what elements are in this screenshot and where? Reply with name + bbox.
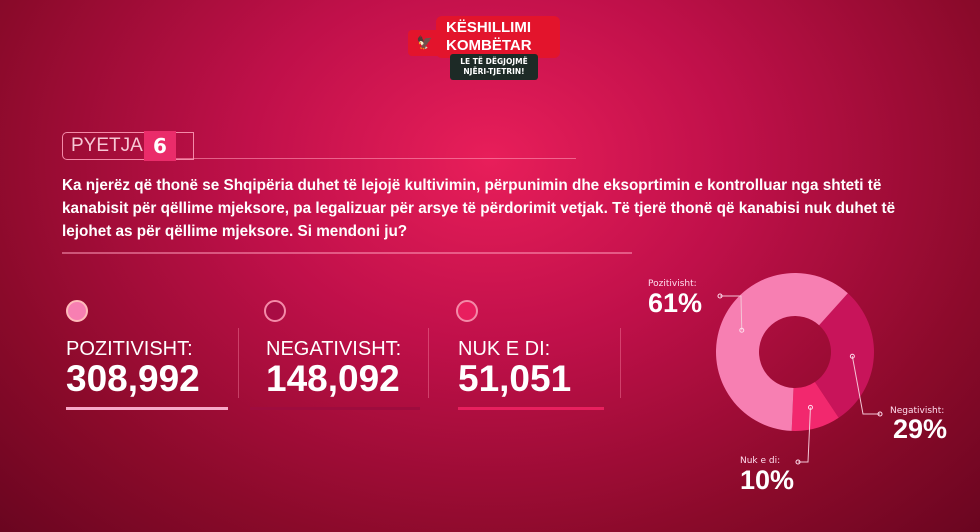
unknown-dot-icon (456, 300, 478, 322)
value-negative: 29% (893, 414, 948, 444)
stat-label: POZITIVISHT: (66, 338, 193, 360)
positive-dot-icon (66, 300, 88, 322)
logo: 🦅 KËSHILLIMI KOMBËTAR LE TË DËGJOJMË NJËRI… (408, 16, 560, 80)
leader-dot (807, 404, 813, 410)
logo-subtitle-line1: LE TË DËGJOJMË (460, 57, 528, 66)
logo-title-line1: KËSHILLIMI (446, 19, 531, 36)
stat-value: 148,092 (266, 358, 400, 399)
question-number: 6 (144, 131, 176, 161)
leader-dot (877, 411, 883, 417)
stat-label: NEGATIVISHT: (266, 338, 402, 360)
stat-label: NUK E DI: (458, 338, 551, 360)
label-unknown: Nuk e di: (740, 456, 781, 466)
leader-line (851, 356, 880, 415)
label-positive: Pozitivisht: (648, 279, 697, 289)
donut-slice-positive (716, 273, 848, 431)
donut-slice-unknown (791, 381, 839, 431)
question-text: Ka njerëz që thonë se Shqipëria duhet të… (62, 177, 896, 240)
leader-line (720, 295, 743, 331)
leader-line (798, 407, 811, 463)
underline (458, 407, 604, 410)
logo-title-line2: KOMBËTAR (446, 37, 532, 54)
stat-value: 51,051 (458, 358, 572, 399)
logo-title: KËSHILLIMI KOMBËTAR (436, 16, 560, 58)
divider (238, 328, 239, 398)
divider (620, 328, 621, 398)
donut-slice-negative (814, 293, 875, 418)
underline (250, 407, 420, 410)
leader-dot (795, 459, 801, 465)
stat-value: 308,992 (66, 358, 200, 399)
leader-dot (849, 353, 855, 359)
label-negative: Negativisht: (890, 406, 945, 416)
value-positive: 61% (648, 288, 703, 318)
divider (428, 328, 429, 398)
divider (62, 252, 632, 254)
logo-subtitle-line2: NJËRI-TJETRIN! (463, 67, 525, 76)
divider (176, 158, 576, 159)
value-unknown: 10% (740, 465, 795, 495)
question-tag: PYETJA (62, 132, 194, 160)
leader-dot (717, 293, 723, 299)
underline (66, 407, 228, 410)
logo-subtitle: LE TË DËGJOJMË NJËRI-TJETRIN! (450, 54, 538, 80)
leader-dot (739, 327, 745, 333)
negative-dot-icon (264, 300, 286, 322)
